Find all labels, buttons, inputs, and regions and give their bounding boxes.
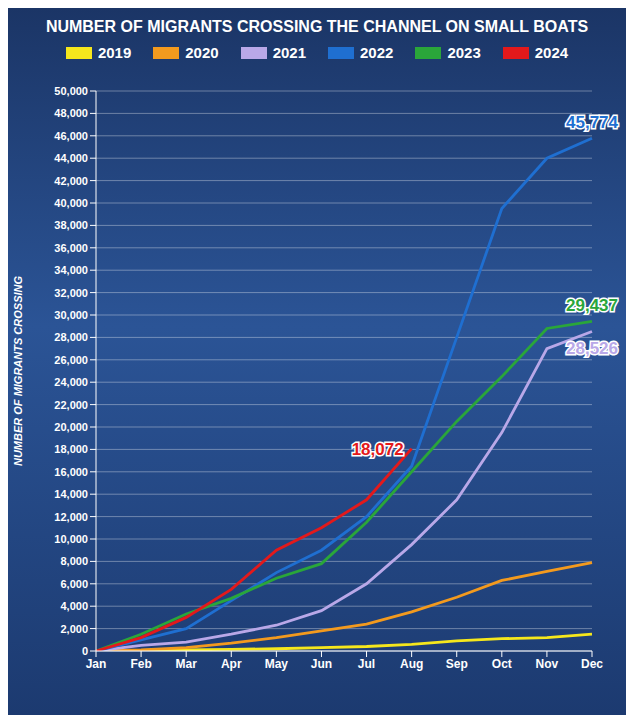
html-text:2023: 2023: [447, 44, 481, 61]
html-text:2024: 2024: [534, 44, 569, 61]
html-text:2021: 2021: [272, 44, 306, 61]
svg-text:46,000: 46,000: [54, 130, 88, 142]
svg-text:May: May: [265, 657, 289, 671]
svg-text:Oct: Oct: [492, 657, 512, 671]
svg-text:28,526: 28,526: [566, 339, 618, 358]
svg-text:Mar: Mar: [176, 657, 198, 671]
svg-text:Sep: Sep: [446, 657, 468, 671]
svg-text:14,000: 14,000: [54, 488, 88, 500]
svg-text:Jun: Jun: [311, 657, 332, 671]
svg-text:32,000: 32,000: [54, 287, 88, 299]
svg-text:Apr: Apr: [221, 657, 242, 671]
svg-text:29,437: 29,437: [566, 296, 618, 315]
svg-text:Jan: Jan: [86, 657, 107, 671]
svg-text:4,000: 4,000: [60, 600, 88, 612]
svg-text:8,000: 8,000: [60, 555, 88, 567]
svg-text:Aug: Aug: [400, 657, 423, 671]
svg-text:26,000: 26,000: [54, 354, 88, 366]
svg-text:10,000: 10,000: [54, 533, 88, 545]
svg-text:18,000: 18,000: [54, 443, 88, 455]
svg-text:6,000: 6,000: [60, 578, 88, 590]
svg-text:42,000: 42,000: [54, 175, 88, 187]
html-text:NUMBER OF MIGRANTS CROSSING TH: NUMBER OF MIGRANTS CROSSING THE CHANNEL …: [45, 18, 589, 35]
svg-text:Jul: Jul: [358, 657, 375, 671]
html-text:2020: 2020: [185, 44, 219, 61]
svg-text:22,000: 22,000: [54, 399, 88, 411]
html-text:2022: 2022: [360, 44, 394, 61]
svg-text:20,000: 20,000: [54, 421, 88, 433]
svg-text:50,000: 50,000: [54, 85, 88, 97]
svg-text:Feb: Feb: [130, 657, 151, 671]
svg-text:30,000: 30,000: [54, 309, 88, 321]
svg-text:16,000: 16,000: [54, 466, 88, 478]
svg-text:Dec: Dec: [581, 657, 603, 671]
svg-text:28,000: 28,000: [54, 331, 88, 343]
html-text:2019: 2019: [97, 44, 132, 61]
svg-text:0: 0: [82, 645, 88, 657]
svg-text:2,000: 2,000: [60, 623, 88, 635]
svg-text:NUMBER OF MIGRANTS CROSSING: NUMBER OF MIGRANTS CROSSING: [12, 276, 24, 467]
svg-text:12,000: 12,000: [54, 511, 88, 523]
svg-text:44,000: 44,000: [54, 152, 88, 164]
svg-text:48,000: 48,000: [54, 107, 88, 119]
svg-text:36,000: 36,000: [54, 242, 88, 254]
svg-text:38,000: 38,000: [54, 219, 88, 231]
svg-text:24,000: 24,000: [54, 376, 88, 388]
svg-text:Nov: Nov: [536, 657, 559, 671]
svg-text:18,072: 18,072: [352, 440, 404, 459]
svg-text:34,000: 34,000: [54, 264, 88, 276]
svg-text:40,000: 40,000: [54, 197, 88, 209]
svg-text:45,774: 45,774: [566, 113, 619, 132]
